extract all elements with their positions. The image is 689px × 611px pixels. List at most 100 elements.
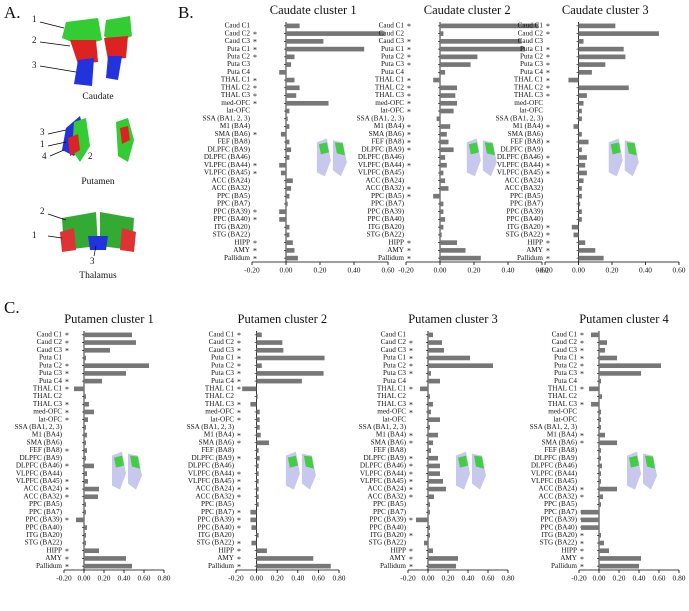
category-label: ITG (BA20) <box>368 223 404 231</box>
category-label: PPC (BA5) <box>373 500 407 508</box>
bar <box>74 386 84 392</box>
bar <box>599 463 602 469</box>
significance-mark: * <box>409 339 413 348</box>
significance-mark: * <box>237 516 241 525</box>
category-label: Caud C3 <box>225 37 251 45</box>
bar <box>286 240 293 245</box>
structure-name: Caudate <box>82 92 113 102</box>
bar <box>256 463 259 469</box>
category-label: THAL C3 <box>548 400 577 408</box>
category-label: AMY <box>217 554 235 562</box>
bar <box>280 131 286 137</box>
significance-mark: * <box>237 539 241 548</box>
category-label: DLPFC (BA46) <box>360 462 407 470</box>
bar <box>440 39 522 44</box>
significance-mark: * <box>253 45 257 54</box>
bar <box>251 525 257 530</box>
category-label: THAL C2 <box>33 392 62 400</box>
bar <box>428 394 430 399</box>
bar <box>84 548 99 554</box>
significance-mark: * <box>65 478 69 487</box>
category-label: HIPP <box>388 238 404 246</box>
category-label: Puta C3 <box>39 369 62 377</box>
bar <box>286 77 295 83</box>
significance-mark: * <box>237 493 241 502</box>
bar <box>242 386 257 392</box>
region <box>106 56 122 80</box>
category-label: SSA (BA1, 2, 3) <box>530 423 578 431</box>
bar <box>433 77 440 83</box>
category-label: lat-OFC <box>553 415 577 423</box>
significance-mark: * <box>546 138 550 147</box>
category-label: med-OFC <box>377 408 406 416</box>
bar <box>286 85 300 91</box>
bar <box>428 509 430 515</box>
bar <box>256 394 258 399</box>
bar <box>416 517 428 523</box>
category-label: VLPFC (BA45) <box>358 169 405 177</box>
bar <box>578 147 582 153</box>
significance-mark: * <box>409 354 413 363</box>
significance-mark: * <box>65 408 69 417</box>
significance-mark: * <box>409 478 413 487</box>
callout: 1 <box>32 14 37 24</box>
category-label: DLPFC (BA46) <box>531 462 578 470</box>
bar <box>440 85 457 91</box>
category-label: VLPFC (BA44) <box>204 161 251 169</box>
bar <box>428 378 440 384</box>
category-label: ACC (BA24) <box>538 485 577 493</box>
bar <box>428 340 442 345</box>
category-label: PPC (BA40) <box>197 523 234 531</box>
bar <box>428 448 431 453</box>
bar <box>578 209 582 214</box>
significance-mark: * <box>409 362 413 371</box>
significance-mark: * <box>580 385 584 394</box>
category-label: PPC (BA39) <box>367 207 404 215</box>
bar <box>256 417 260 422</box>
significance-mark: * <box>409 532 413 541</box>
significance-mark: * <box>580 555 584 564</box>
bar <box>428 332 433 338</box>
significance-mark: * <box>65 370 69 379</box>
bar <box>599 363 661 369</box>
x-tick-label: -0.20 <box>571 574 587 583</box>
category-label: THAL C3 <box>33 400 62 408</box>
significance-mark: * <box>253 84 257 93</box>
significance-mark: * <box>546 162 550 171</box>
caudate-illustration: 1 2 3 Caudate <box>32 14 132 102</box>
inset-highlight <box>458 455 468 468</box>
bar <box>84 409 94 415</box>
bar <box>428 548 433 554</box>
category-label: Caud C2 <box>209 338 235 346</box>
significance-mark: * <box>237 478 241 487</box>
bar <box>286 31 385 36</box>
category-label: Puta C4 <box>383 377 406 385</box>
x-tick-label: 0.00 <box>434 266 447 275</box>
bar <box>599 417 601 422</box>
bar <box>440 155 446 160</box>
bar <box>84 440 86 446</box>
significance-mark: * <box>409 547 413 556</box>
significance-mark: * <box>253 38 257 47</box>
bar <box>599 556 641 561</box>
significance-mark: * <box>407 61 411 70</box>
bar <box>428 563 456 569</box>
bar <box>84 502 86 507</box>
significance-mark: * <box>407 100 411 109</box>
significance-mark: * <box>237 347 241 356</box>
category-label: VLPFC (BA45) <box>360 477 407 485</box>
region <box>70 40 98 64</box>
bar <box>286 201 288 207</box>
panel-label: B. <box>178 3 194 22</box>
significance-mark: * <box>237 385 241 394</box>
category-label: HIPP <box>527 238 543 246</box>
category-label: PPC (BA40) <box>540 523 577 531</box>
bar-chart: Putamen cluster 4 -0.20 0.00 0.20 0.40 0.60 0.… <box>530 312 686 583</box>
x-tick-label: 0.20 <box>98 574 111 583</box>
category-label: DLPFC (BA9) <box>191 454 234 462</box>
category-label: Caud C1 <box>518 22 544 30</box>
x-tick-label: 0.40 <box>291 574 304 583</box>
category-label: PPC (BA39) <box>540 516 577 524</box>
category-label: SSA (BA1, 2, 3) <box>359 423 407 431</box>
category-label: PPC (BA5) <box>201 500 235 508</box>
